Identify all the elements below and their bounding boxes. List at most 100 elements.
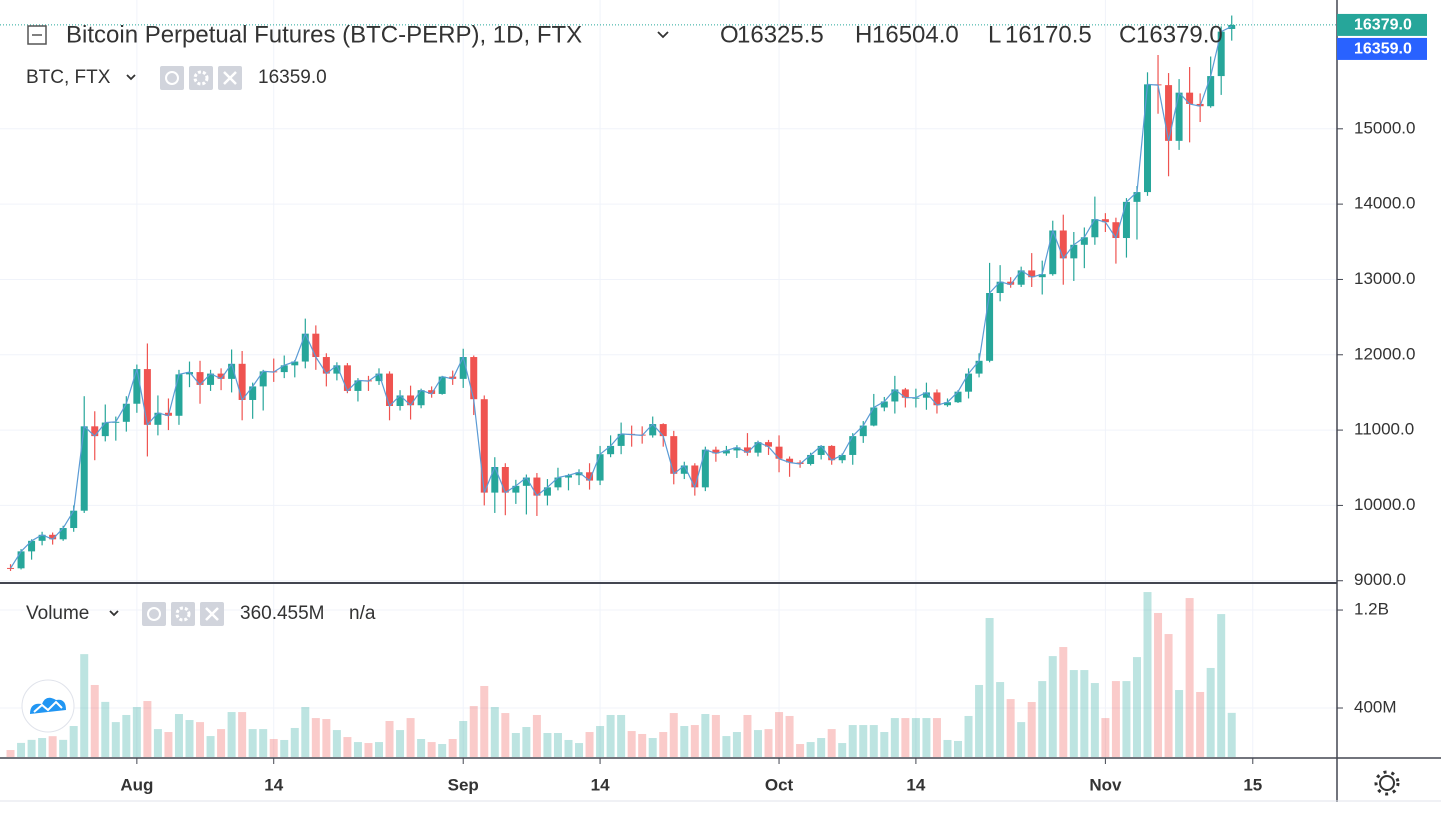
volume-bar <box>606 714 615 757</box>
candle-body <box>828 445 836 461</box>
candle-body <box>1165 85 1173 141</box>
volume-bar <box>669 713 678 757</box>
candle-body <box>501 467 509 493</box>
volume-bar <box>1217 614 1226 757</box>
volume-bar <box>238 712 247 757</box>
candle-body <box>986 293 994 361</box>
candle-body <box>680 465 688 474</box>
gear-icon <box>193 70 209 86</box>
volume-bar <box>859 725 868 757</box>
volume-bar <box>1175 690 1184 757</box>
candle-body <box>786 458 794 463</box>
volume-bar <box>490 707 499 757</box>
ohlc-value: 16504.0 <box>872 21 959 48</box>
candle-body <box>1059 230 1067 259</box>
candle-body <box>564 475 572 478</box>
volume-bar <box>543 732 552 757</box>
volume-bar <box>280 739 289 757</box>
price-label: 16379.0 <box>1354 17 1412 34</box>
volume-bar <box>459 720 468 757</box>
volume-bar <box>1227 712 1236 757</box>
candle-body <box>1144 84 1152 193</box>
y-tick-label: 10000.0 <box>1354 495 1415 514</box>
x-tick-label: Sep <box>448 775 479 794</box>
volume-bar <box>343 737 352 757</box>
series-chevron[interactable] <box>126 74 136 81</box>
y-tick-label: 400M <box>1354 697 1397 716</box>
volume-bar <box>869 725 878 757</box>
title-chevron[interactable] <box>657 31 669 39</box>
volume-bar <box>743 714 752 757</box>
candle-body <box>154 412 162 425</box>
series-buttons <box>160 66 242 90</box>
eye-button[interactable] <box>142 602 166 626</box>
volume-bar <box>732 732 741 757</box>
volume-bar <box>206 736 215 757</box>
volume-bar <box>1017 722 1026 757</box>
ohlc-key: O <box>720 21 739 48</box>
volume-bar <box>1048 656 1057 757</box>
candle-body <box>491 467 499 493</box>
volume-bar <box>575 743 584 757</box>
volume-bar <box>80 654 89 757</box>
candle-body <box>7 567 15 569</box>
candle-body <box>954 391 962 403</box>
gear-icon <box>175 606 191 622</box>
candle-body <box>522 477 530 486</box>
volume-bar <box>301 707 310 757</box>
volume-bar <box>943 739 952 757</box>
candle-body <box>1175 92 1183 141</box>
candle-body <box>17 551 25 569</box>
volume-bar <box>364 743 373 757</box>
volume-bar <box>1132 657 1141 757</box>
candle-body <box>575 472 583 476</box>
volume-chevron[interactable] <box>109 610 119 617</box>
volume-bar <box>1154 612 1163 757</box>
volume-bar <box>753 730 762 757</box>
candle-body <box>91 426 99 437</box>
candle-body <box>185 372 193 375</box>
candle-body <box>322 357 330 374</box>
settings-gear[interactable] <box>1374 770 1400 796</box>
eye-icon <box>147 607 161 621</box>
candle-body <box>765 442 773 447</box>
y-tick-label: 11000.0 <box>1354 420 1414 439</box>
candle-body <box>1112 222 1120 239</box>
candle-body <box>880 401 888 408</box>
candle-body <box>133 369 141 404</box>
candle-body <box>143 369 151 425</box>
volume-bar <box>627 731 636 757</box>
candle-body <box>722 450 730 454</box>
candle-body <box>1186 92 1194 104</box>
volume-bar <box>385 720 394 757</box>
volume-bar <box>6 750 15 757</box>
candle-body <box>1017 270 1025 285</box>
gear-ring <box>1379 775 1395 791</box>
volume-bar <box>259 729 268 757</box>
volume-bar <box>564 739 573 757</box>
volume-bar <box>290 727 299 757</box>
volume-bar <box>90 684 99 757</box>
volume-bar <box>901 718 910 757</box>
candle-body <box>228 363 236 379</box>
volume-bar <box>511 732 520 757</box>
marks <box>6 15 1236 757</box>
x-tick-label: 14 <box>906 775 925 794</box>
candle-body <box>754 442 762 453</box>
volume-bar <box>701 714 710 757</box>
y-tick-label: 1.2B <box>1354 600 1389 619</box>
logo <box>21 679 75 733</box>
candle-body <box>80 426 88 511</box>
settings-button[interactable] <box>171 602 195 626</box>
candle-body <box>512 485 520 493</box>
volume-bar <box>638 733 647 757</box>
eye-button[interactable] <box>160 66 184 90</box>
volume-bar <box>522 726 531 757</box>
volume-bar <box>38 738 47 757</box>
candle-body <box>659 424 667 437</box>
candle-body <box>1007 281 1015 285</box>
x-tick-label: Oct <box>765 775 794 794</box>
candle-body <box>386 373 394 406</box>
settings-button[interactable] <box>189 66 213 90</box>
